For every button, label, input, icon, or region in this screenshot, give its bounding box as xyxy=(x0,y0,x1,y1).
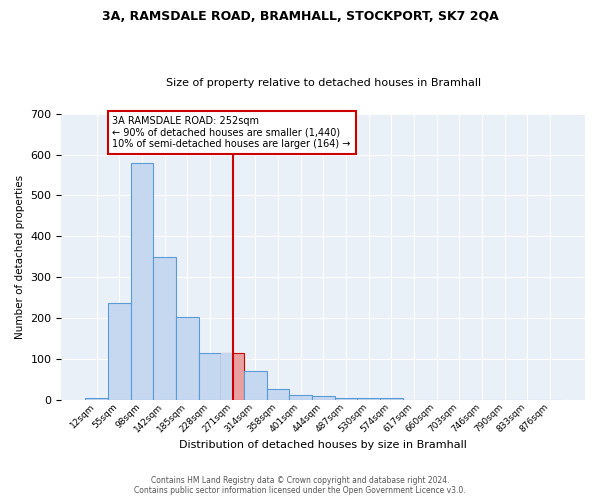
Bar xyxy=(335,398,357,400)
Text: Contains HM Land Registry data © Crown copyright and database right 2024.
Contai: Contains HM Land Registry data © Crown c… xyxy=(134,476,466,495)
Bar xyxy=(266,390,289,400)
Text: 3A, RAMSDALE ROAD, BRAMHALL, STOCKPORT, SK7 2QA: 3A, RAMSDALE ROAD, BRAMHALL, STOCKPORT, … xyxy=(101,10,499,23)
Title: Size of property relative to detached houses in Bramhall: Size of property relative to detached ho… xyxy=(166,78,481,88)
Bar xyxy=(244,371,266,400)
Bar xyxy=(108,303,131,400)
Bar xyxy=(85,398,108,400)
X-axis label: Distribution of detached houses by size in Bramhall: Distribution of detached houses by size … xyxy=(179,440,467,450)
Bar xyxy=(289,394,312,400)
Text: 3A RAMSDALE ROAD: 252sqm
← 90% of detached houses are smaller (1,440)
10% of sem: 3A RAMSDALE ROAD: 252sqm ← 90% of detach… xyxy=(112,116,351,149)
Bar xyxy=(176,317,199,400)
Bar xyxy=(153,256,176,400)
Y-axis label: Number of detached properties: Number of detached properties xyxy=(15,174,25,338)
Bar xyxy=(221,352,233,400)
Bar xyxy=(380,398,403,400)
Bar xyxy=(131,163,153,400)
Bar xyxy=(199,352,221,400)
Bar xyxy=(221,352,244,400)
Bar xyxy=(357,398,380,400)
Bar xyxy=(312,396,335,400)
